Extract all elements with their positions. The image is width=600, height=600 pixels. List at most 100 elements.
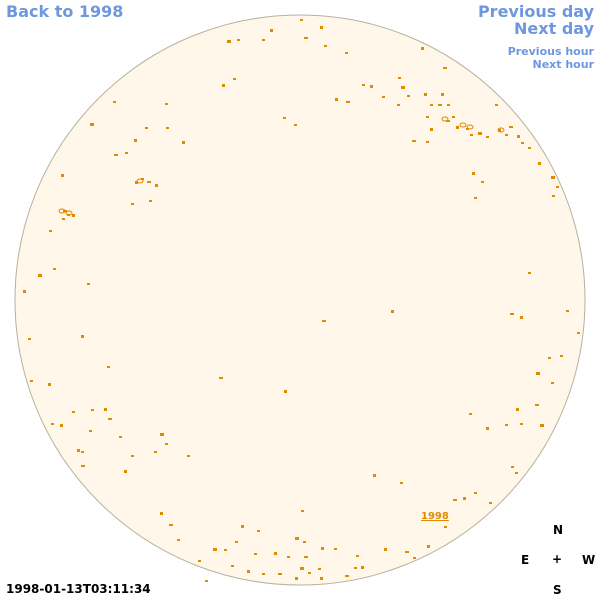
- feature-marker: [205, 580, 208, 582]
- feature-marker: [538, 162, 541, 165]
- feature-marker: [104, 408, 107, 411]
- feature-marker: [257, 530, 260, 532]
- feature-marker: [241, 525, 244, 528]
- feature-marker: [398, 77, 401, 79]
- feature-marker: [560, 355, 563, 357]
- feature-marker: [160, 433, 164, 436]
- compass-north: N: [553, 523, 564, 537]
- feature-marker: [470, 134, 473, 136]
- feature-marker: [324, 45, 327, 47]
- feature-marker: [345, 575, 349, 577]
- feature-marker: [89, 430, 92, 432]
- feature-marker: [566, 310, 569, 312]
- feature-marker: [453, 499, 457, 501]
- feature-marker: [551, 176, 555, 179]
- feature-marker: [304, 37, 308, 39]
- feature-loop: [459, 122, 467, 128]
- feature-marker: [321, 547, 324, 550]
- year-link[interactable]: 1998: [421, 511, 449, 522]
- feature-marker: [520, 316, 523, 319]
- feature-loop: [58, 208, 66, 214]
- previous-hour-link[interactable]: Previous hour: [507, 45, 594, 58]
- feature-marker: [407, 95, 410, 97]
- feature-marker: [182, 141, 185, 144]
- feature-marker: [373, 474, 376, 477]
- feature-marker: [278, 573, 282, 575]
- feature-marker: [426, 141, 429, 143]
- feature-marker: [165, 443, 168, 445]
- feature-marker: [28, 338, 31, 340]
- feature-marker: [160, 512, 163, 515]
- feature-marker: [486, 136, 489, 138]
- feature-marker: [30, 380, 33, 382]
- feature-marker: [81, 335, 84, 338]
- feature-marker: [222, 84, 225, 87]
- compass-south: S: [553, 583, 562, 597]
- feature-loop: [497, 127, 505, 133]
- feature-marker: [412, 140, 416, 142]
- feature-marker: [552, 195, 555, 197]
- compass-east: E: [521, 553, 530, 567]
- feature-marker: [382, 96, 385, 98]
- feature-marker: [444, 526, 447, 528]
- feature-marker: [227, 40, 231, 43]
- feature-marker: [131, 203, 134, 205]
- feature-marker: [283, 117, 286, 119]
- feature-marker: [505, 134, 508, 136]
- feature-marker: [322, 320, 326, 322]
- feature-marker: [134, 139, 137, 142]
- feature-marker: [334, 548, 337, 550]
- feature-marker: [274, 552, 277, 555]
- feature-marker: [145, 127, 148, 129]
- feature-marker: [456, 126, 459, 129]
- feature-marker: [401, 86, 405, 89]
- feature-marker: [81, 451, 84, 453]
- feature-marker: [430, 128, 433, 131]
- feature-marker: [213, 548, 217, 551]
- feature-marker: [509, 126, 513, 128]
- feature-marker: [521, 142, 524, 144]
- next-hour-link[interactable]: Next hour: [532, 58, 595, 71]
- feature-marker: [495, 104, 498, 106]
- feature-marker: [446, 120, 450, 122]
- feature-marker: [452, 116, 455, 118]
- feature-marker: [511, 466, 514, 468]
- feature-marker: [51, 423, 54, 425]
- feature-marker: [125, 152, 128, 154]
- feature-marker: [318, 568, 321, 570]
- feature-marker: [498, 129, 501, 132]
- feature-marker: [300, 567, 304, 570]
- feature-marker: [535, 404, 539, 406]
- feature-marker: [438, 104, 442, 106]
- feature-marker: [108, 418, 112, 420]
- observation-timestamp: 1998-01-13T03:11:34: [6, 582, 151, 596]
- feature-marker: [397, 104, 400, 106]
- solar-disk: [14, 14, 586, 586]
- feature-marker: [169, 524, 173, 526]
- feature-marker: [187, 455, 190, 457]
- feature-marker: [320, 577, 323, 580]
- feature-marker: [237, 39, 240, 41]
- next-day-link[interactable]: Next day: [514, 19, 594, 38]
- feature-marker: [61, 174, 64, 177]
- feature-marker: [441, 93, 444, 96]
- feature-marker: [155, 184, 158, 187]
- feature-marker: [301, 510, 304, 512]
- feature-marker: [114, 154, 118, 156]
- feature-marker: [345, 52, 348, 54]
- previous-day-link[interactable]: Previous day: [477, 2, 594, 21]
- feature-marker: [577, 332, 580, 334]
- feature-marker: [87, 283, 90, 285]
- feature-marker: [149, 200, 152, 202]
- feature-marker: [489, 502, 492, 504]
- feature-marker: [421, 47, 424, 50]
- feature-marker: [141, 178, 144, 180]
- feature-marker: [481, 181, 484, 183]
- feature-marker: [413, 557, 416, 559]
- feature-marker: [356, 555, 359, 557]
- feature-marker: [131, 455, 134, 457]
- back-to-year-link[interactable]: Back to 1998: [6, 2, 124, 21]
- feature-marker: [224, 549, 227, 551]
- feature-marker: [424, 93, 427, 96]
- feature-marker: [294, 124, 297, 126]
